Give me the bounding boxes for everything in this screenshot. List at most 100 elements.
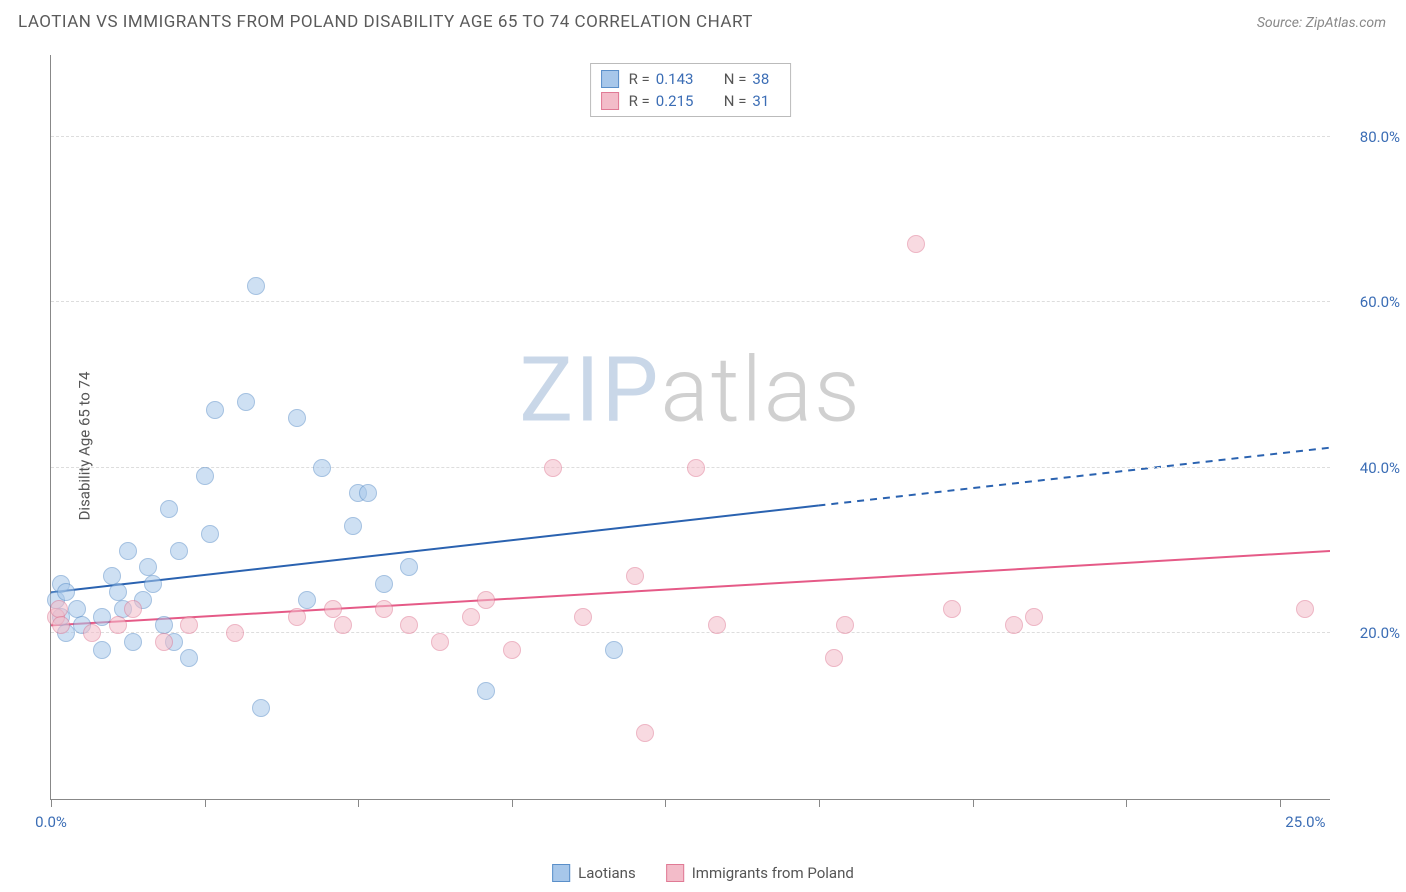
x-tick — [51, 799, 52, 807]
title-bar: LAOTIAN VS IMMIGRANTS FROM POLAND DISABI… — [0, 0, 1406, 40]
trendline-laotians — [51, 506, 818, 593]
scatter-point-laotians — [196, 467, 214, 485]
r-label: R = — [629, 70, 650, 88]
legend-item-poland: Immigrants from Poland — [666, 864, 854, 882]
r-value: 0.143 — [656, 70, 706, 88]
scatter-point-laotians — [288, 409, 306, 427]
scatter-point-laotians — [93, 641, 111, 659]
scatter-point-laotians — [155, 616, 173, 634]
scatter-point-laotians — [170, 542, 188, 560]
scatter-point-laotians — [206, 401, 224, 419]
scatter-point-poland — [687, 459, 705, 477]
swatch-icon — [601, 92, 619, 110]
scatter-point-poland — [400, 616, 418, 634]
scatter-point-laotians — [298, 591, 316, 609]
y-tick-label: 20.0% — [1340, 624, 1400, 642]
scatter-point-poland — [375, 600, 393, 618]
swatch-icon — [666, 864, 684, 882]
n-label: N = — [724, 70, 747, 88]
y-tick-label: 40.0% — [1340, 459, 1400, 477]
swatch-icon — [552, 864, 570, 882]
scatter-point-poland — [1296, 600, 1314, 618]
x-tick — [512, 799, 513, 807]
scatter-point-laotians — [103, 567, 121, 585]
x-tick — [1280, 799, 1281, 807]
scatter-point-poland — [334, 616, 352, 634]
legend-label: Immigrants from Poland — [692, 864, 854, 882]
trendlines-svg — [51, 55, 1330, 799]
scatter-point-poland — [626, 567, 644, 585]
scatter-point-poland — [324, 600, 342, 618]
x-tick — [1126, 799, 1127, 807]
legend-item-laotians: Laotians — [552, 864, 636, 882]
scatter-point-poland — [83, 624, 101, 642]
scatter-point-poland — [462, 608, 480, 626]
scatter-point-laotians — [119, 542, 137, 560]
x-tick — [205, 799, 206, 807]
scatter-point-poland — [288, 608, 306, 626]
scatter-point-poland — [1005, 616, 1023, 634]
scatter-point-poland — [431, 633, 449, 651]
y-tick-label: 80.0% — [1340, 128, 1400, 146]
source-label: Source: ZipAtlas.com — [1257, 15, 1386, 31]
swatch-icon — [601, 70, 619, 88]
legend-label: Laotians — [578, 864, 636, 882]
scatter-point-laotians — [400, 558, 418, 576]
x-tick — [973, 799, 974, 807]
scatter-point-laotians — [160, 500, 178, 518]
scatter-point-laotians — [313, 459, 331, 477]
corr-legend-row-laotians: R = 0.143 N = 38 — [601, 68, 781, 90]
trendline-poland — [51, 551, 1330, 625]
trendline-laotians — [818, 448, 1330, 506]
scatter-point-poland — [477, 591, 495, 609]
scatter-point-poland — [836, 616, 854, 634]
scatter-point-laotians — [180, 649, 198, 667]
scatter-point-poland — [124, 600, 142, 618]
scatter-point-poland — [503, 641, 521, 659]
x-tick — [665, 799, 666, 807]
scatter-point-poland — [1025, 608, 1043, 626]
x-tick-label: 0.0% — [35, 813, 67, 831]
scatter-point-poland — [907, 235, 925, 253]
watermark-zip: ZIP — [519, 337, 660, 442]
scatter-point-laotians — [57, 583, 75, 601]
scatter-point-poland — [180, 616, 198, 634]
x-tick — [358, 799, 359, 807]
scatter-point-laotians — [124, 633, 142, 651]
scatter-point-poland — [636, 724, 654, 742]
grid-line — [51, 301, 1330, 302]
scatter-point-poland — [943, 600, 961, 618]
scatter-point-laotians — [139, 558, 157, 576]
corr-legend-row-poland: R =0.215N =31 — [601, 90, 781, 112]
scatter-point-poland — [50, 600, 68, 618]
scatter-point-laotians — [605, 641, 623, 659]
chart-plot-area: ZIPatlas R =0.143N =38R =0.215N =31 20.0… — [50, 55, 1330, 800]
scatter-point-laotians — [375, 575, 393, 593]
watermark: ZIPatlas — [519, 337, 861, 442]
scatter-point-poland — [574, 608, 592, 626]
scatter-point-poland — [544, 459, 562, 477]
scatter-point-laotians — [144, 575, 162, 593]
scatter-point-laotians — [109, 583, 127, 601]
n-value: 31 — [752, 92, 780, 110]
r-value: 0.215 — [656, 92, 706, 110]
y-tick-label: 60.0% — [1340, 293, 1400, 311]
scatter-point-laotians — [477, 682, 495, 700]
correlation-legend: R = 0.143 N = 38R = 0.215 N = 31 — [590, 63, 792, 117]
scatter-point-laotians — [252, 699, 270, 717]
grid-line — [51, 136, 1330, 137]
scatter-point-poland — [825, 649, 843, 667]
scatter-point-poland — [708, 616, 726, 634]
x-tick — [819, 799, 820, 807]
scatter-point-laotians — [344, 517, 362, 535]
scatter-point-poland — [109, 616, 127, 634]
scatter-point-poland — [52, 616, 70, 634]
scatter-point-laotians — [237, 393, 255, 411]
series-legend: Laotians Immigrants from Poland — [552, 864, 854, 882]
scatter-point-laotians — [201, 525, 219, 543]
n-label: N = — [724, 92, 747, 110]
chart-title: LAOTIAN VS IMMIGRANTS FROM POLAND DISABI… — [18, 12, 753, 32]
scatter-point-laotians — [359, 484, 377, 502]
n-value: 38 — [752, 70, 780, 88]
scatter-point-laotians — [247, 277, 265, 295]
